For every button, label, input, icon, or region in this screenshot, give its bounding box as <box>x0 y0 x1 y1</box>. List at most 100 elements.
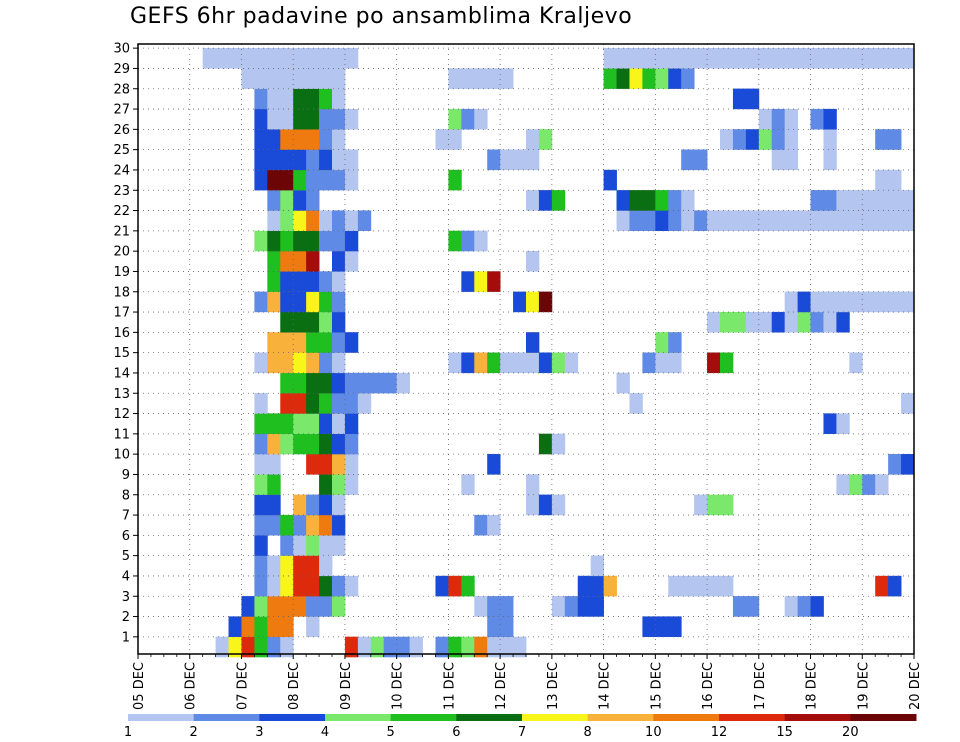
heatmap-cell <box>862 474 876 495</box>
heatmap-cell <box>357 393 372 414</box>
heatmap-cell <box>332 454 346 475</box>
heatmap-cell <box>526 332 540 353</box>
heatmap-cell <box>551 494 566 516</box>
heatmap-cell <box>823 108 837 130</box>
heatmap-cell <box>810 291 824 313</box>
heatmap-cell <box>616 68 630 89</box>
heatmap-cell <box>448 108 462 130</box>
heatmap-cell <box>810 210 824 231</box>
heatmap-cell <box>849 291 863 313</box>
heatmap-cell <box>513 149 527 171</box>
heatmap-cell <box>306 433 320 455</box>
heatmap-cell <box>293 514 307 536</box>
heatmap-cell <box>823 311 837 333</box>
heatmap-cell <box>577 575 592 597</box>
heatmap-cell <box>332 393 346 414</box>
heatmap-cell <box>254 535 268 556</box>
y-tick-label: 29 <box>113 62 130 77</box>
heatmap-cell <box>474 596 488 617</box>
heatmap-cell <box>707 48 721 69</box>
heatmap-cell <box>319 352 333 374</box>
legend-label: 8 <box>584 725 592 740</box>
heatmap-cell <box>771 129 786 150</box>
legend-swatch <box>784 714 851 721</box>
y-tick-label: 7 <box>122 509 130 524</box>
legend-swatch <box>390 714 457 721</box>
heatmap-cell <box>306 514 320 536</box>
heatmap-cell <box>720 210 734 231</box>
heatmap-cell <box>849 474 863 495</box>
heatmap-cell <box>668 190 682 211</box>
heatmap-cell <box>603 68 617 89</box>
heatmap-cell <box>862 190 876 211</box>
heatmap-cell <box>280 210 294 231</box>
heatmap-cell <box>280 433 294 455</box>
heatmap-cell <box>241 48 255 69</box>
heatmap-cell <box>474 636 488 658</box>
cells-layer <box>202 48 915 658</box>
heatmap-cell <box>487 596 501 617</box>
heatmap-cell <box>888 454 902 475</box>
heatmap-cell <box>306 129 320 150</box>
heatmap-cell <box>487 68 501 89</box>
legend-label: 7 <box>518 725 526 740</box>
heatmap-cell <box>655 352 669 374</box>
y-tick-label: 20 <box>113 245 130 260</box>
heatmap-cell <box>745 48 760 69</box>
legend-label: 10 <box>645 725 662 740</box>
heatmap-cell <box>487 616 501 637</box>
heatmap-cell <box>280 393 294 414</box>
heatmap-cell <box>306 352 320 374</box>
heatmap-cell <box>254 129 268 150</box>
heatmap-cell <box>306 616 320 637</box>
heatmap-cell <box>319 271 333 292</box>
heatmap-cell <box>293 108 307 130</box>
heatmap-cell <box>254 616 268 637</box>
x-tick-label: 19 DEC <box>856 662 871 710</box>
y-tick-label: 21 <box>113 224 130 239</box>
heatmap-cell <box>280 514 294 536</box>
legend-label: 4 <box>321 725 329 740</box>
heatmap-cell <box>771 210 786 231</box>
heatmap-cell <box>267 494 281 516</box>
heatmap-cell <box>267 454 281 475</box>
heatmap-cell <box>332 433 346 455</box>
heatmap-cell <box>681 68 695 89</box>
heatmap-cell <box>267 149 281 171</box>
heatmap-cell <box>461 352 475 374</box>
heatmap-cell <box>344 575 359 597</box>
heatmap-cell <box>254 88 268 110</box>
heatmap-cell <box>771 48 786 69</box>
heatmap-cell <box>720 48 734 69</box>
heatmap-cell <box>267 190 281 211</box>
heatmap-cell <box>344 413 359 434</box>
heatmap-cell <box>344 433 359 455</box>
heatmap-cell <box>758 108 773 130</box>
legend-swatch <box>193 714 260 721</box>
legend-swatch <box>719 714 786 721</box>
heatmap-cell <box>513 636 527 658</box>
heatmap-cell <box>396 372 410 394</box>
heatmap-cell <box>357 372 372 394</box>
heatmap-cell <box>823 129 837 150</box>
heatmap-cell <box>849 210 863 231</box>
heatmap-cell <box>332 535 346 556</box>
heatmap-cell <box>306 393 320 414</box>
heatmap-cell <box>461 636 475 658</box>
heatmap-cell <box>758 48 773 69</box>
y-tick-label: 15 <box>113 346 130 361</box>
heatmap-cell <box>888 210 902 231</box>
y-tick-label: 9 <box>122 468 130 483</box>
heatmap-cell <box>254 636 268 658</box>
heatmap-cell <box>487 271 501 292</box>
heatmap-cell <box>745 596 760 617</box>
heatmap-cell <box>720 129 734 150</box>
x-tick-label: 16 DEC <box>701 662 716 710</box>
heatmap-cell <box>332 149 346 171</box>
heatmap-cell <box>280 636 294 658</box>
heatmap-cell <box>267 433 281 455</box>
legend-label: 6 <box>452 725 460 740</box>
heatmap-cell <box>293 535 307 556</box>
heatmap-cell <box>836 413 850 434</box>
heatmap-cell <box>668 210 682 231</box>
